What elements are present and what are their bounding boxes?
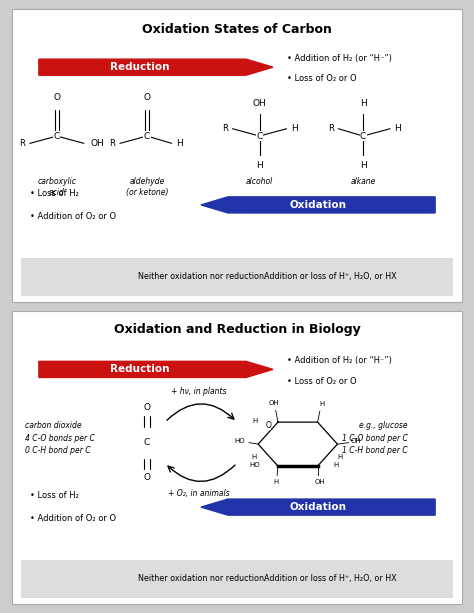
Text: alkane: alkane: [350, 177, 376, 186]
Text: OH: OH: [253, 99, 266, 109]
Text: H: H: [337, 454, 342, 460]
Text: H: H: [273, 479, 278, 485]
Text: C: C: [144, 132, 150, 140]
Text: OH: OH: [268, 400, 279, 406]
Text: H: H: [394, 124, 401, 133]
Text: • Addition of O₂ or O: • Addition of O₂ or O: [30, 212, 116, 221]
Text: • Addition of H₂ (or “H⁻”): • Addition of H₂ (or “H⁻”): [286, 356, 392, 365]
Text: C: C: [256, 132, 263, 140]
Text: • Loss of O₂ or O: • Loss of O₂ or O: [286, 74, 356, 83]
Text: Reduction: Reduction: [110, 62, 170, 72]
Text: Addition or loss of H⁺, H₂O, or HX: Addition or loss of H⁺, H₂O, or HX: [264, 272, 397, 281]
Text: H: H: [176, 139, 183, 148]
Text: • Loss of O₂ or O: • Loss of O₂ or O: [286, 376, 356, 386]
Text: C: C: [144, 438, 150, 447]
Text: OH: OH: [351, 438, 362, 444]
Text: O: O: [144, 473, 150, 482]
FancyBboxPatch shape: [12, 311, 462, 604]
Text: Reduction: Reduction: [110, 364, 170, 375]
Text: carbon dioxide
4 C-O bonds per C
0 C-H bond per C: carbon dioxide 4 C-O bonds per C 0 C-H b…: [26, 421, 95, 455]
Text: HO: HO: [249, 462, 260, 468]
FancyArrow shape: [201, 499, 435, 515]
Text: O: O: [144, 93, 150, 102]
FancyBboxPatch shape: [12, 9, 462, 302]
Text: H: H: [333, 462, 338, 468]
FancyArrow shape: [39, 59, 273, 75]
Text: aldehyde
(or ketone): aldehyde (or ketone): [126, 177, 168, 197]
Text: R: R: [328, 124, 334, 133]
Text: H: H: [360, 161, 366, 170]
Text: H: H: [256, 161, 263, 170]
Text: C: C: [360, 132, 366, 140]
Text: H: H: [360, 99, 366, 109]
Text: • Addition of O₂ or O: • Addition of O₂ or O: [30, 514, 116, 524]
Text: R: R: [109, 139, 115, 148]
Text: • Addition of H₂ (or “H⁻”): • Addition of H₂ (or “H⁻”): [286, 54, 392, 63]
Text: Oxidation and Reduction in Biology: Oxidation and Reduction in Biology: [114, 322, 360, 335]
Text: O: O: [265, 421, 271, 430]
Text: e.g., glucose
1 C-O bond per C
1 C-H bond per C: e.g., glucose 1 C-O bond per C 1 C-H bon…: [342, 421, 408, 455]
Text: Addition or loss of H⁺, H₂O, or HX: Addition or loss of H⁺, H₂O, or HX: [264, 574, 397, 584]
Text: + hν, in plants: + hν, in plants: [171, 387, 227, 396]
Text: OH: OH: [315, 479, 325, 485]
Text: alcohol: alcohol: [246, 177, 273, 186]
Text: Oxidation States of Carbon: Oxidation States of Carbon: [142, 23, 332, 36]
Text: HO: HO: [234, 438, 245, 444]
Text: Oxidation: Oxidation: [290, 200, 346, 210]
Text: Oxidation: Oxidation: [290, 502, 346, 512]
Text: carboxylic
acid: carboxylic acid: [37, 177, 76, 197]
FancyBboxPatch shape: [21, 560, 453, 598]
Text: Neither oxidation nor reduction:: Neither oxidation nor reduction:: [138, 272, 266, 281]
Text: O: O: [144, 403, 150, 412]
Text: H: H: [291, 124, 298, 133]
Text: H: H: [251, 454, 256, 460]
Text: H: H: [253, 417, 258, 424]
Text: R: R: [222, 124, 228, 133]
FancyArrow shape: [201, 197, 435, 213]
Text: Neither oxidation nor reduction:: Neither oxidation nor reduction:: [138, 574, 266, 584]
FancyArrow shape: [39, 361, 273, 378]
Text: • Loss of H₂: • Loss of H₂: [30, 189, 79, 197]
Text: O: O: [54, 93, 60, 102]
Text: C: C: [54, 132, 60, 140]
Text: • Loss of H₂: • Loss of H₂: [30, 491, 79, 500]
Text: R: R: [19, 139, 26, 148]
Text: OH: OH: [91, 139, 104, 148]
Text: H: H: [319, 402, 325, 408]
FancyBboxPatch shape: [21, 257, 453, 295]
Text: + O₂, in animals: + O₂, in animals: [168, 489, 229, 498]
